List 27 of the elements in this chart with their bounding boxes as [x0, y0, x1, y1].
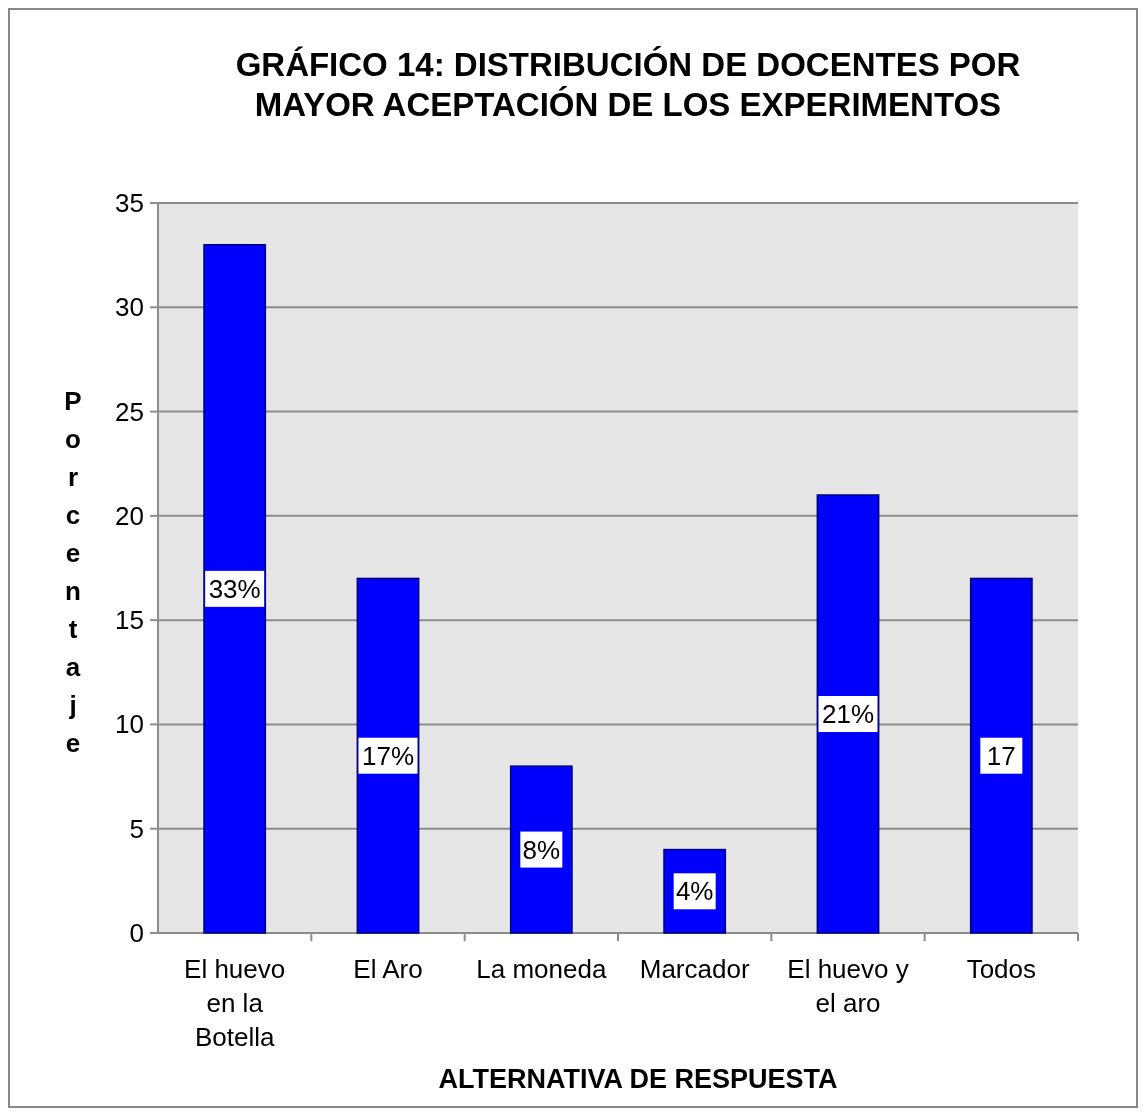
y-tick-label: 30	[115, 292, 144, 323]
x-tick-label: Marcador	[639, 954, 750, 984]
data-label: 17%	[361, 740, 415, 771]
x-tick-label: Todos	[966, 954, 1037, 984]
y-tick-label: 15	[115, 605, 144, 636]
data-label: 4%	[675, 876, 714, 907]
bar	[203, 243, 267, 934]
y-tick-label: 5	[129, 813, 144, 844]
data-label: 33%	[208, 573, 261, 604]
x-axis-title: ALTERNATIVA DE RESPUESTA	[438, 1064, 838, 1094]
y-tick-label: 35	[115, 188, 144, 218]
bar	[356, 577, 420, 934]
bar	[969, 577, 1033, 934]
x-tick-label: El huevo en la Botella	[184, 954, 286, 1052]
y-tick-label: 20	[115, 500, 144, 531]
y-tick-label: 0	[129, 918, 144, 948]
x-tick-label: El huevo y el aro	[787, 954, 909, 1018]
data-label: 17	[986, 740, 1016, 771]
text: Porcentaje	[64, 386, 82, 758]
chart-title: GRÁFICO 14: DISTRIBUCIÓN DE DOCENTES POR MAYOR ACEPTACIÓN DE LOS EXPERIMENTOS	[235, 46, 1021, 123]
y-tick-label: 25	[115, 396, 144, 427]
x-tick-label: El Aro	[353, 954, 423, 984]
bar	[816, 494, 880, 934]
data-label: 21%	[821, 699, 875, 729]
x-tick-label: La moneda	[476, 954, 607, 984]
y-tick-label: 10	[115, 709, 144, 740]
data-label: 8%	[522, 834, 561, 865]
